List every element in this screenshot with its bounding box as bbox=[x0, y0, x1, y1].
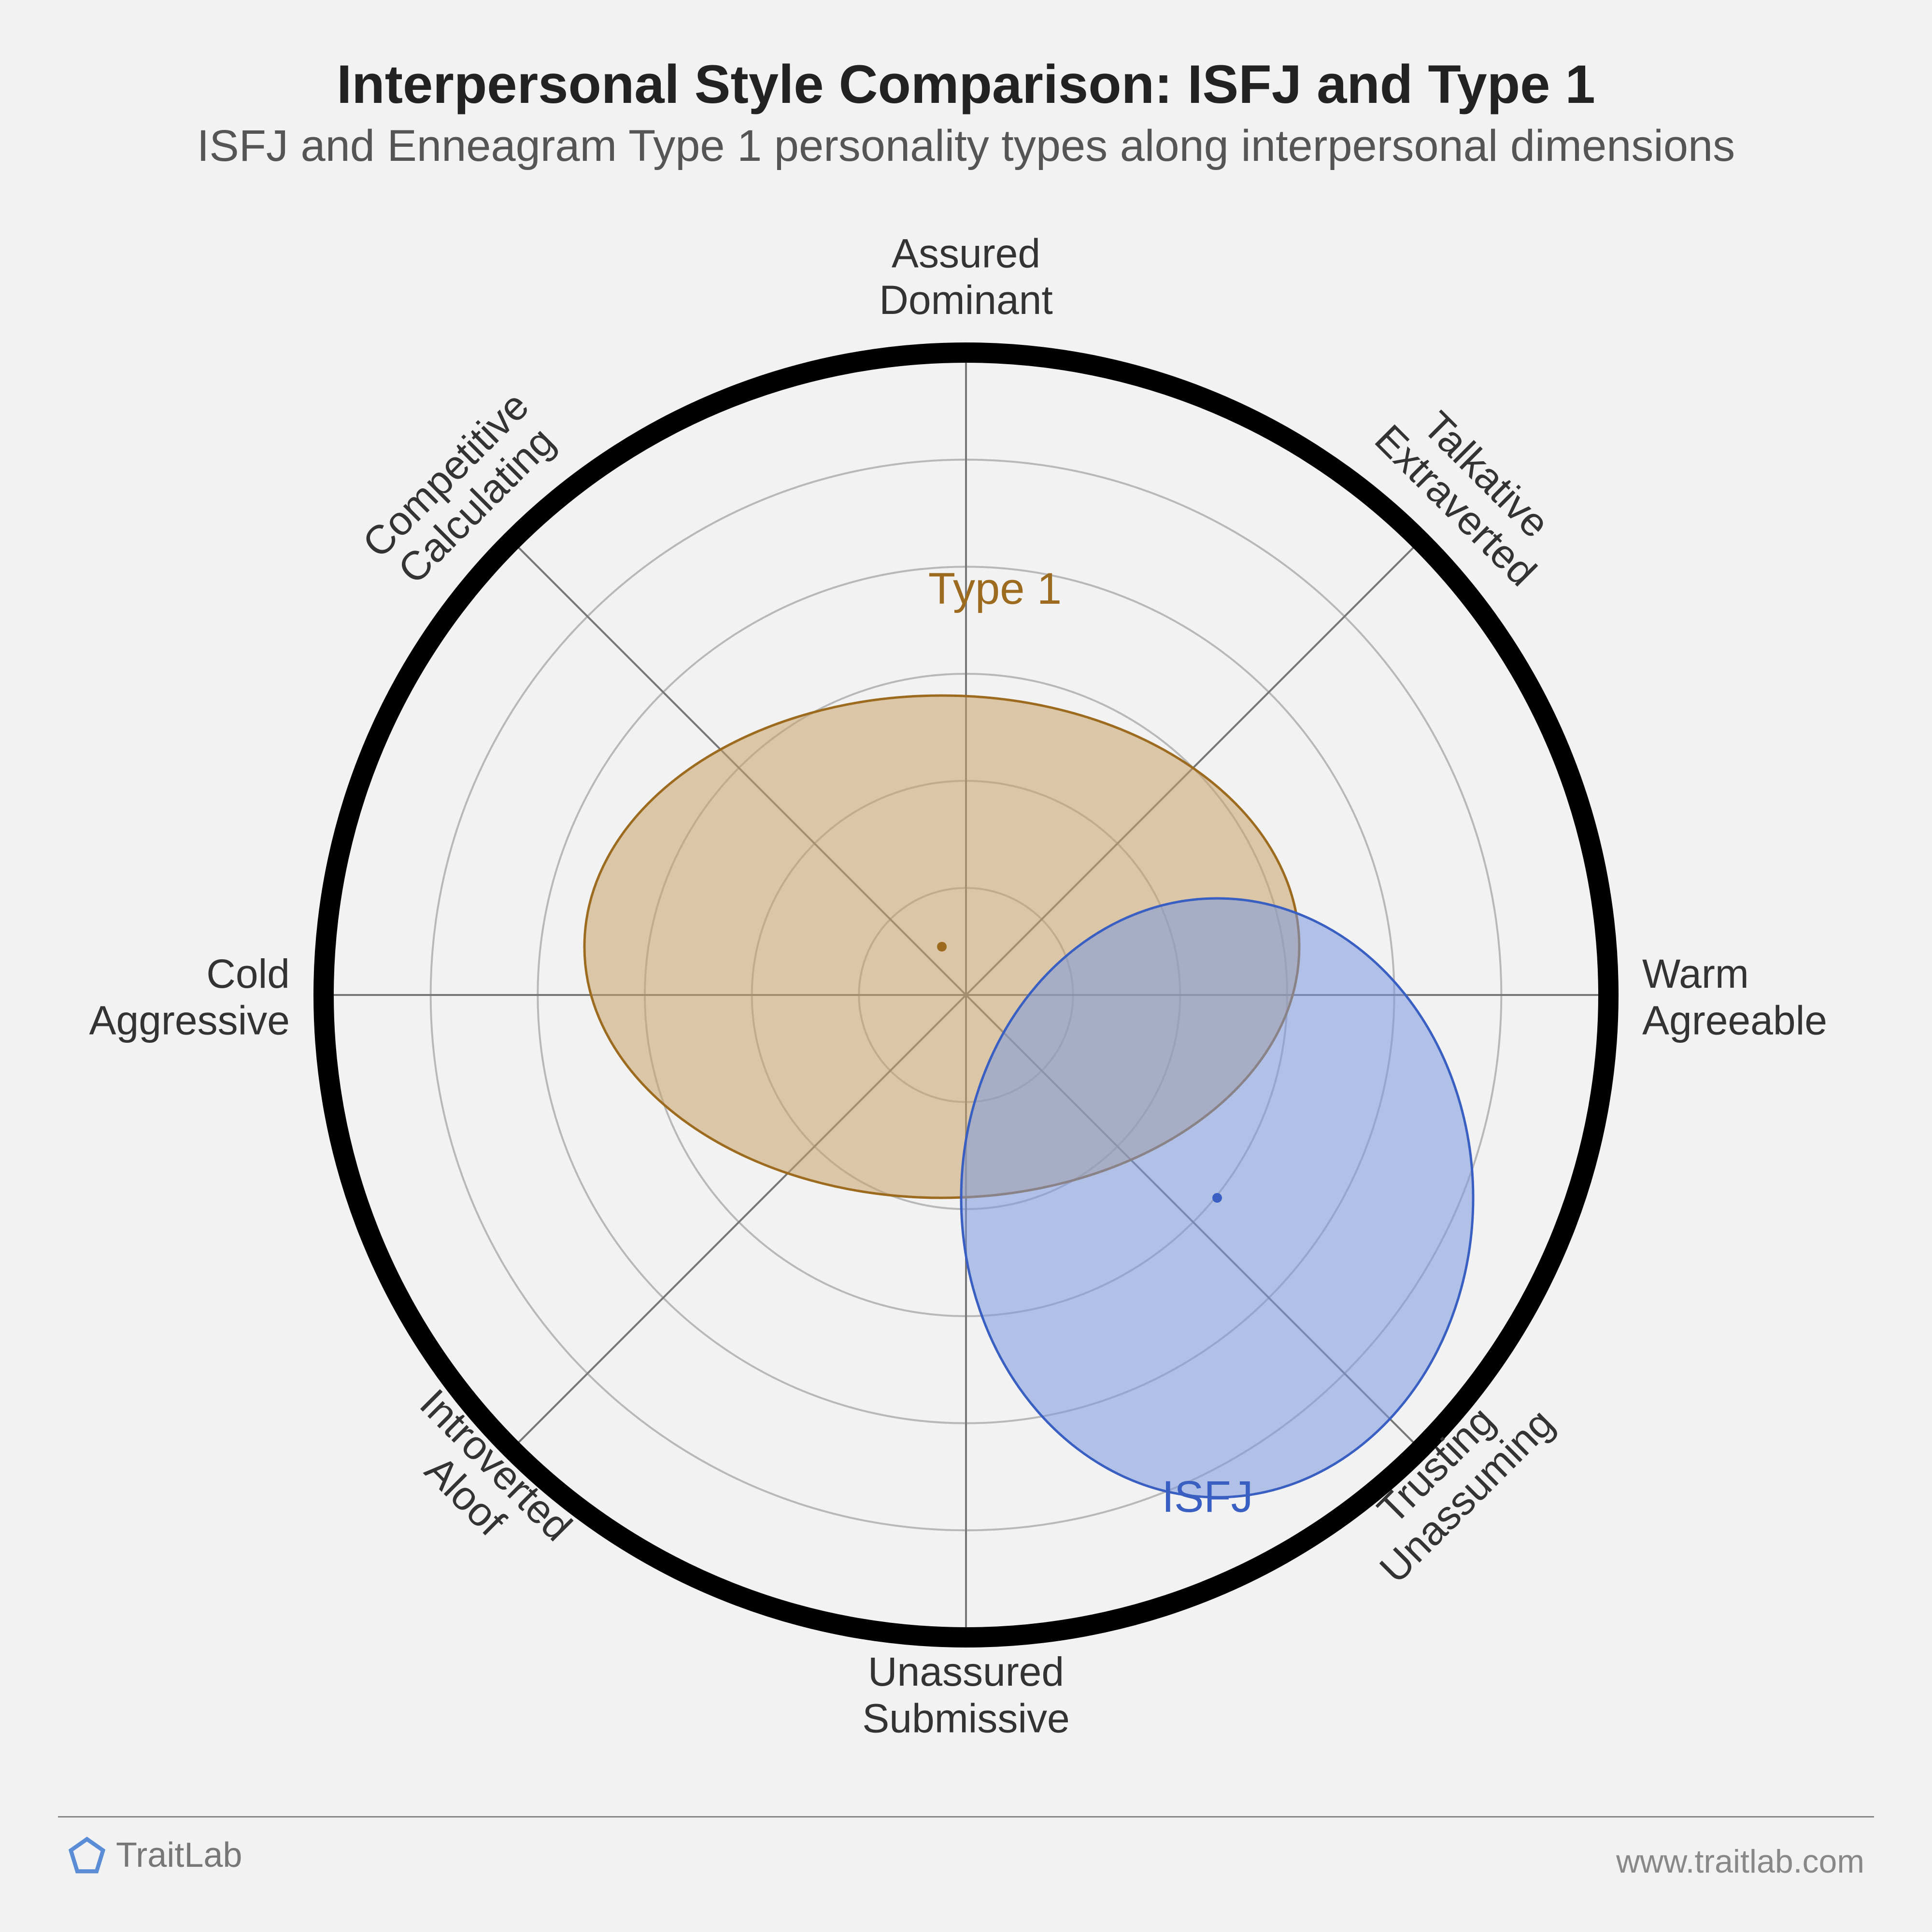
series-center-dot bbox=[1212, 1193, 1222, 1203]
chart-container: Interpersonal Style Comparison: ISFJ and… bbox=[0, 0, 1932, 1932]
axis-label: Unassured bbox=[868, 1649, 1064, 1694]
circumplex-chart: Type 1ISFJAssuredDominantTalkativeExtrav… bbox=[0, 0, 1932, 1932]
brand-text: TraitLab bbox=[116, 1835, 242, 1875]
axis-label: Dominant bbox=[879, 277, 1053, 323]
series-center-dot bbox=[937, 942, 947, 952]
series-label: ISFJ bbox=[1162, 1472, 1253, 1521]
axis-label: Submissive bbox=[862, 1696, 1069, 1741]
axis-label: Aggressive bbox=[89, 998, 290, 1043]
logo-icon bbox=[68, 1836, 106, 1875]
series-ISFJ bbox=[961, 898, 1473, 1497]
axis-label: Agreeable bbox=[1642, 998, 1827, 1043]
axis-label: Warm bbox=[1642, 951, 1749, 996]
footer-brand: TraitLab bbox=[68, 1835, 242, 1875]
axis-label: Cold bbox=[206, 951, 290, 996]
footer-url: www.traitlab.com bbox=[1616, 1843, 1864, 1880]
axis-label: Assured bbox=[892, 230, 1040, 276]
footer-divider bbox=[58, 1816, 1874, 1818]
series-label: Type 1 bbox=[928, 564, 1062, 613]
